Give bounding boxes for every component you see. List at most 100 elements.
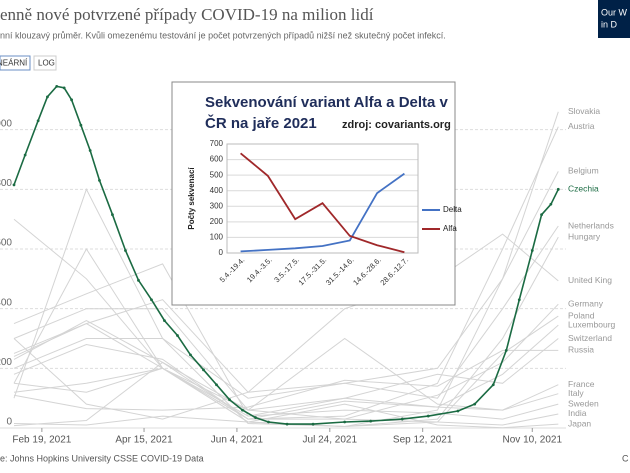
data-point xyxy=(55,85,59,88)
series-label: Japan xyxy=(568,418,591,428)
series-line xyxy=(13,303,559,420)
data-point xyxy=(267,420,270,424)
log-button-label[interactable]: LOG xyxy=(38,59,55,68)
data-point xyxy=(400,417,404,421)
series-label: Slovakia xyxy=(568,106,600,116)
series-line xyxy=(240,152,405,254)
subtitle: nní klouzavý průměr. Kvůli omezenému tes… xyxy=(0,30,446,40)
series-line xyxy=(13,85,560,425)
x-tick-label: Nov 10, 2021 xyxy=(503,435,563,446)
y-tick-label: 0 xyxy=(6,417,12,428)
y-tick-label: 300 xyxy=(210,201,224,210)
x-tick-label: Feb 19, 2021 xyxy=(12,435,71,446)
series-label: Austria xyxy=(568,121,595,131)
x-tick-label: Sep 12, 2021 xyxy=(393,435,453,446)
y-tick-label: 600 xyxy=(210,155,224,164)
series-line xyxy=(13,323,559,411)
series-label: Sweden xyxy=(568,398,599,408)
series-line xyxy=(13,403,559,429)
data-point xyxy=(228,398,231,402)
series-label: Switzerland xyxy=(568,333,612,343)
data-point xyxy=(79,123,83,127)
data-point xyxy=(241,408,244,412)
inset-frame xyxy=(171,81,456,306)
inset-title: ČR na jaře 2021 xyxy=(205,114,317,132)
data-point xyxy=(491,383,495,387)
logo[interactable] xyxy=(598,0,630,38)
data-point xyxy=(456,409,460,413)
data-point xyxy=(254,416,257,419)
data-point xyxy=(311,422,315,426)
data-point xyxy=(111,213,114,217)
y-tick-label: 200 xyxy=(210,217,224,226)
data-point xyxy=(426,414,430,418)
series-label: Belgium xyxy=(568,166,599,176)
data-point xyxy=(189,353,192,357)
series-line xyxy=(13,361,559,427)
data-point xyxy=(98,178,101,182)
title: enně nové potvrzené případy COVID-19 na … xyxy=(0,5,374,24)
data-point xyxy=(163,319,166,322)
data-point xyxy=(215,383,218,387)
y-tick-label: 400 xyxy=(0,297,12,308)
data-point xyxy=(202,368,205,372)
y-axis-label: Počty sekvenací xyxy=(187,167,196,230)
data-point xyxy=(70,98,73,102)
footer-mark: C xyxy=(622,453,629,463)
inset-chart: Sekvenování variant Alfa a Delta v ČR na … xyxy=(171,81,462,306)
series-line xyxy=(240,172,405,253)
x-tick-label: Apr 15, 2021 xyxy=(115,435,173,446)
data-point xyxy=(124,249,127,252)
linear-button[interactable] xyxy=(0,55,31,71)
data-point xyxy=(540,213,543,217)
y-tick-label: 200 xyxy=(0,357,12,368)
data-point xyxy=(46,95,49,99)
series-label: Czechia xyxy=(568,184,599,194)
series-line xyxy=(13,225,559,399)
legend-label: Delta xyxy=(443,205,462,214)
data-point xyxy=(369,419,373,423)
series-line xyxy=(13,126,559,420)
series-label: Russia xyxy=(568,345,594,355)
series-line xyxy=(13,171,559,399)
data-point xyxy=(23,153,27,157)
data-point xyxy=(36,119,40,123)
y-tick-label: 800 xyxy=(0,178,12,189)
x-tick-label: Jul 24, 2021 xyxy=(303,435,358,446)
x-tick-label: Jun 4, 2021 xyxy=(211,435,264,446)
data-point xyxy=(12,183,16,187)
data-point xyxy=(137,278,140,282)
logo-text[interactable]: in D xyxy=(601,19,618,29)
inset-source: zdroj: covariants.org xyxy=(342,119,451,131)
series-line xyxy=(13,188,559,428)
data-point xyxy=(556,187,560,191)
data-point xyxy=(176,334,179,337)
logo-text[interactable]: Our W xyxy=(601,7,628,17)
series-line xyxy=(13,233,559,420)
y-tick-label: 0 xyxy=(219,248,224,257)
data-point xyxy=(549,202,553,206)
series-line xyxy=(13,320,559,420)
y-tick-label: 500 xyxy=(210,170,224,179)
series-label: Hungary xyxy=(568,231,601,241)
data-point xyxy=(517,298,521,302)
series-label: Germany xyxy=(568,298,604,308)
y-tick-label: 600 xyxy=(0,238,12,249)
y-tick-label: 700 xyxy=(210,139,224,148)
data-point xyxy=(343,420,347,424)
log-button[interactable] xyxy=(33,55,57,71)
legend-label: Alfa xyxy=(443,224,457,233)
linear-button-label[interactable]: NEÁRNÍ xyxy=(0,59,28,68)
y-tick-label: 400 xyxy=(210,186,224,195)
series-label: Netherlands xyxy=(568,220,614,230)
data-point xyxy=(530,249,534,252)
y-tick-label: 100 xyxy=(210,233,224,242)
data-point xyxy=(504,349,508,352)
plot-frame xyxy=(226,143,419,254)
data-point xyxy=(88,149,92,152)
series-label: Italy xyxy=(568,388,584,398)
series-label: India xyxy=(568,408,587,418)
data-point xyxy=(62,86,66,90)
data-point xyxy=(473,402,477,406)
